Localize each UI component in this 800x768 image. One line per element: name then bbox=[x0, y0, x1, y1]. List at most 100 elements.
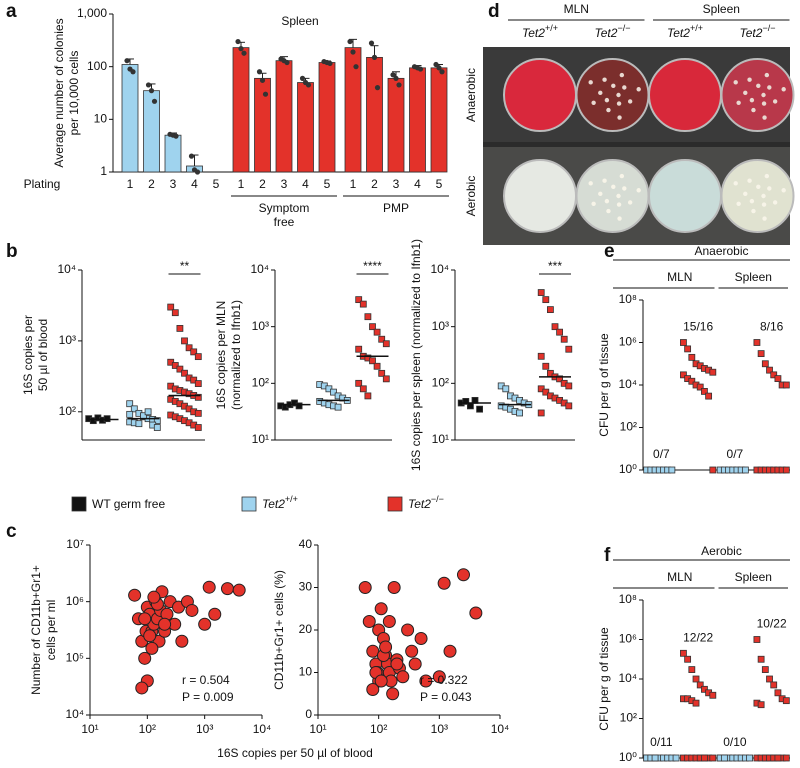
y-axis-label: CFU per g of tissue bbox=[597, 627, 611, 731]
data-point bbox=[130, 405, 138, 413]
data-point bbox=[542, 388, 550, 396]
data-point bbox=[741, 466, 749, 474]
data-point bbox=[194, 353, 202, 361]
data-point bbox=[753, 339, 761, 346]
data-point bbox=[537, 409, 545, 417]
data-point bbox=[143, 629, 157, 643]
bar bbox=[275, 60, 293, 173]
genotype: +/+ bbox=[285, 494, 298, 504]
fraction-label: 0/7 bbox=[653, 447, 670, 461]
data-point bbox=[128, 588, 142, 602]
colony bbox=[616, 92, 621, 98]
data-point bbox=[382, 375, 390, 383]
legend-swatch bbox=[387, 496, 403, 512]
data-point bbox=[208, 607, 222, 621]
data-point bbox=[135, 681, 149, 695]
genotype-label: Tet2−/− bbox=[595, 23, 631, 40]
data-point bbox=[232, 583, 246, 597]
data-point bbox=[378, 335, 386, 343]
colony bbox=[762, 216, 767, 221]
data-point bbox=[147, 590, 161, 604]
colony bbox=[736, 100, 741, 105]
x-axis-label: Plating bbox=[24, 177, 61, 191]
fraction-label: 0/11 bbox=[650, 735, 673, 749]
data-point bbox=[355, 345, 363, 353]
data-point bbox=[709, 754, 717, 762]
data-point bbox=[238, 46, 244, 52]
data-point bbox=[194, 169, 201, 175]
genotype: +/+ bbox=[690, 23, 703, 33]
colony bbox=[756, 184, 761, 190]
y-axis-label: 16S copies per spleen (normalized to Ifn… bbox=[409, 239, 423, 471]
x-tick-label: 2 bbox=[371, 177, 378, 191]
data-point bbox=[680, 649, 687, 657]
data-point bbox=[334, 403, 342, 411]
x-tick-label: 4 bbox=[191, 177, 198, 191]
colony bbox=[761, 193, 766, 199]
y-tick-label: 20 bbox=[299, 622, 313, 636]
data-point bbox=[256, 69, 263, 75]
data-point bbox=[382, 340, 390, 348]
data-point bbox=[476, 405, 484, 413]
significance: **** bbox=[363, 259, 382, 273]
y-tick-label: 1,000 bbox=[77, 6, 107, 20]
data-point bbox=[190, 348, 198, 356]
colony bbox=[598, 90, 603, 96]
colony bbox=[636, 87, 641, 92]
colony bbox=[747, 178, 752, 183]
y-tick-label: 10⁴ bbox=[65, 707, 84, 721]
x-axis-label: 16S copies per 50 µl of blood bbox=[217, 746, 373, 760]
x-tick-label: 3 bbox=[170, 177, 177, 191]
x-tick-label: 10² bbox=[139, 722, 156, 736]
data-point bbox=[668, 466, 676, 474]
data-point bbox=[362, 615, 376, 628]
colony bbox=[761, 92, 766, 98]
data-point bbox=[537, 352, 545, 360]
data-point bbox=[390, 657, 404, 671]
gene: Tet2 bbox=[522, 26, 545, 40]
panel-label: f bbox=[604, 545, 611, 566]
fraction-label: 10/22 bbox=[757, 617, 787, 631]
statistic: P = 0.043 bbox=[420, 690, 472, 704]
gene: Tet2 bbox=[262, 497, 285, 511]
chart-title: Spleen bbox=[281, 14, 318, 28]
data-point bbox=[144, 408, 152, 416]
genotype: −/− bbox=[617, 23, 630, 33]
colony bbox=[751, 208, 756, 214]
y-axis-label: 16S copies per bbox=[21, 315, 35, 395]
colony bbox=[588, 80, 593, 85]
y-tick-label: 10⁴ bbox=[57, 262, 76, 276]
data-point bbox=[753, 636, 761, 643]
data-point bbox=[680, 339, 687, 346]
panel-label: d bbox=[488, 1, 500, 22]
colony bbox=[604, 198, 610, 204]
chart-title: Aerobic bbox=[701, 544, 742, 558]
data-point bbox=[782, 381, 790, 389]
y-tick-label: 10⁷ bbox=[66, 537, 84, 551]
x-tick-label: 5 bbox=[213, 177, 220, 191]
data-point bbox=[774, 689, 782, 697]
chart-title: Anaerobic bbox=[694, 244, 748, 258]
colony bbox=[622, 186, 627, 191]
colony bbox=[772, 99, 778, 104]
group-label: MLN bbox=[564, 2, 589, 16]
genotype-label: Tet2+/+ bbox=[262, 494, 298, 511]
y-axis-label: Number of CD11b+Gr1+ bbox=[29, 565, 43, 695]
data-point bbox=[436, 65, 442, 71]
data-point bbox=[516, 409, 523, 417]
data-point bbox=[305, 82, 312, 88]
data-point bbox=[284, 59, 290, 66]
colony bbox=[743, 191, 748, 197]
y-tick-label: 10⁶ bbox=[619, 335, 637, 349]
data-point bbox=[194, 380, 202, 387]
data-point bbox=[757, 655, 765, 663]
data-point bbox=[720, 754, 728, 762]
bar bbox=[164, 134, 182, 173]
colony bbox=[756, 83, 761, 89]
data-point bbox=[469, 606, 483, 620]
data-point bbox=[542, 362, 550, 370]
data-point bbox=[684, 345, 692, 353]
data-point bbox=[696, 383, 704, 391]
colony bbox=[772, 200, 778, 205]
data-point bbox=[188, 153, 195, 159]
